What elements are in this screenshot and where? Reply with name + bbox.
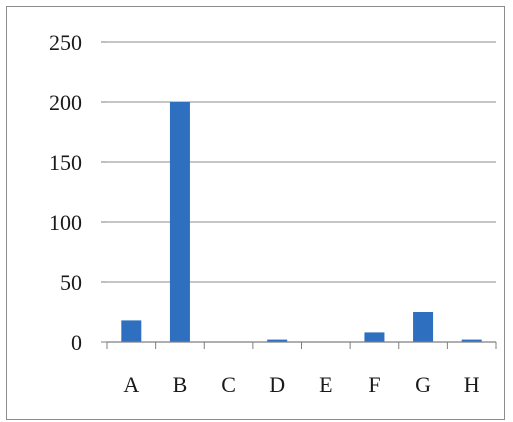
x-tick-label-D: D: [269, 372, 285, 397]
bar-G: [413, 312, 434, 342]
y-tick-label-50: 50: [60, 270, 82, 295]
x-axis: [101, 41, 497, 349]
x-tick-label-A: A: [123, 372, 139, 397]
y-tick-label-250: 250: [49, 30, 82, 55]
y-tick-label-100: 100: [49, 210, 82, 235]
x-tick-label-H: H: [464, 372, 480, 397]
gridlines: [107, 41, 496, 283]
bar-B: [169, 102, 190, 342]
x-tick-label-F: F: [368, 372, 380, 397]
tick-labels: 0 50 100 150 200 250 A B C D E F G H: [49, 30, 480, 397]
bar-H: [461, 339, 482, 342]
bar-A: [121, 320, 142, 342]
y-tick-label-0: 0: [71, 330, 82, 355]
x-tick-label-B: B: [173, 372, 188, 397]
bars: [121, 102, 482, 342]
bar-D: [267, 339, 288, 342]
chart-frame: [6, 6, 505, 420]
y-tick-label-200: 200: [49, 90, 82, 115]
x-tick-label-C: C: [221, 372, 236, 397]
y-tick-label-150: 150: [49, 150, 82, 175]
bar-F: [364, 332, 385, 342]
x-tick-label-G: G: [415, 372, 431, 397]
x-tick-label-E: E: [319, 372, 332, 397]
